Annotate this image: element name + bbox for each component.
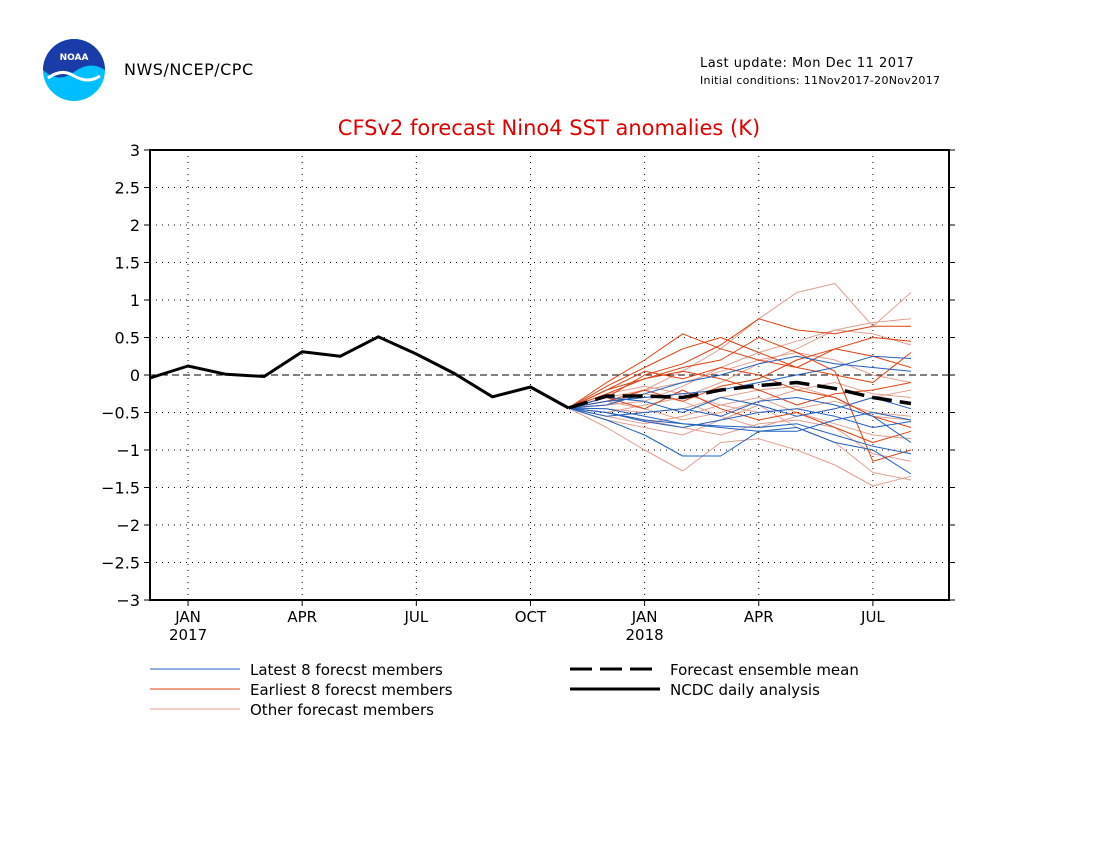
chart-title: CFSv2 forecast Nino4 SST anomalies (K)	[338, 116, 760, 140]
other-member-line	[568, 352, 912, 409]
y-tick-label: 0	[130, 366, 140, 385]
earliest-member-line	[568, 367, 912, 428]
latest-member-line	[568, 407, 912, 475]
legend-label-mean: Forecast ensemble mean	[670, 661, 859, 679]
y-tick-label: −1	[116, 441, 140, 460]
y-tick-label: −0.5	[101, 404, 140, 423]
x-tick-label: JUL	[860, 608, 885, 626]
latest-member-line	[568, 407, 912, 428]
y-tick-label: −2	[116, 516, 140, 535]
observed-series	[149, 335, 570, 410]
y-tick-label: 2	[130, 216, 140, 235]
legend-label-observed: NCDC daily analysis	[670, 681, 820, 699]
noaa-logo-text: NOAA	[60, 53, 89, 63]
earliest-member-line	[568, 389, 912, 443]
x-tick-label: JAN	[631, 608, 658, 626]
x-tick-label: JUL	[403, 608, 428, 626]
x-tick-year-label: 2018	[626, 626, 664, 644]
observed-line	[149, 335, 570, 410]
x-tick-label: JAN	[174, 608, 201, 626]
plot-frame	[149, 149, 950, 601]
y-tick-label: 1.5	[115, 254, 140, 273]
other-member-line	[568, 382, 912, 421]
initial-conditions-label: Initial conditions: 11Nov2017-20Nov2017	[700, 74, 941, 87]
legend-label-earliest: Earliest 8 forecst members	[250, 681, 453, 699]
noaa-logo: NOAA	[42, 38, 106, 106]
y-tick-label: 3	[130, 141, 140, 160]
other-member-line	[568, 407, 912, 487]
grid	[150, 150, 949, 600]
y-tick-label: −2.5	[101, 554, 140, 573]
earliest-member-line	[568, 333, 912, 409]
latest-member-line	[568, 397, 912, 417]
latest-members	[568, 355, 912, 475]
y-tick-label: −1.5	[101, 479, 140, 498]
y-tick-label: 1	[130, 291, 140, 310]
latest-member-line	[568, 397, 912, 443]
latest-member-line	[568, 407, 912, 432]
x-tick-label: APR	[744, 608, 774, 626]
last-update-label: Last update: Mon Dec 11 2017	[700, 56, 915, 71]
y-tick-label: −3	[116, 591, 140, 610]
other-member-line	[568, 404, 912, 481]
agency-label: NWS/NCEP/CPC	[124, 60, 254, 79]
x-tick-year-label: 2017	[169, 626, 207, 644]
x-tick-label: APR	[287, 608, 317, 626]
y-tick-label: 2.5	[115, 179, 140, 198]
other-member-line	[568, 318, 912, 413]
y-axis: 3 2.5 2 1.5 1 0.5 0 −0.5 −1 −1.5 −2 −2.5 −3	[101, 141, 955, 610]
y-tick-label: 0.5	[115, 329, 140, 348]
legend: Latest 8 forecst members Earliest 8 fore…	[150, 661, 859, 719]
legend-label-latest: Latest 8 forecst members	[250, 661, 443, 679]
earliest-member-line	[568, 337, 912, 409]
x-tick-label: OCT	[515, 608, 547, 626]
legend-label-other: Other forecast members	[250, 701, 434, 719]
latest-member-line	[568, 407, 912, 455]
ensemble-mean-line	[567, 380, 912, 410]
ensemble-mean-series	[567, 380, 912, 410]
